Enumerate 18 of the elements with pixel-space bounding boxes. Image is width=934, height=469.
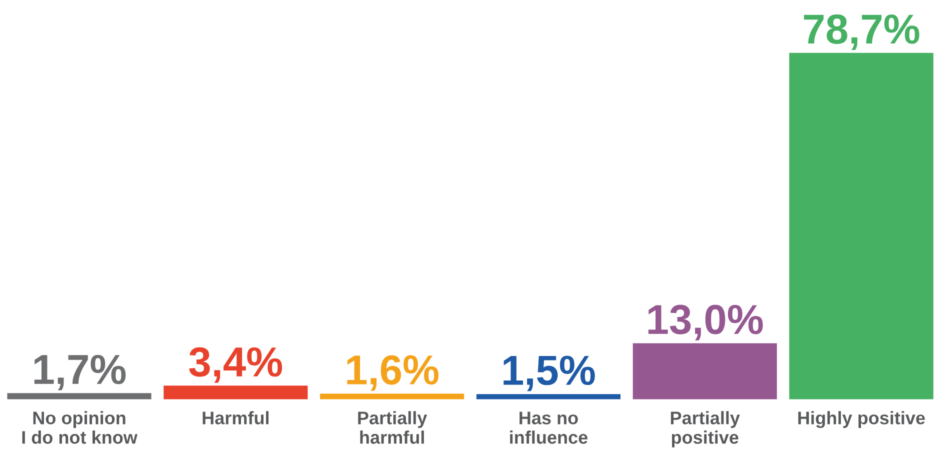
bar xyxy=(162,384,310,400)
data-label: 13,0% xyxy=(648,304,763,340)
bar xyxy=(318,392,466,400)
data-label: 1,6% xyxy=(347,355,438,391)
x-tick-label: Partially harmful xyxy=(358,411,428,444)
bar xyxy=(6,392,153,400)
data-label: 78,7% xyxy=(804,14,920,50)
x-tick-label: No opinion I do not know xyxy=(22,411,138,444)
x-tick-label: Harmful xyxy=(202,411,268,424)
data-label: 1,5% xyxy=(504,356,595,392)
bar xyxy=(475,392,622,400)
bar xyxy=(788,51,934,400)
x-tick-label: Has no influence xyxy=(510,412,588,444)
data-label: 3,4% xyxy=(189,347,282,383)
x-tick-label: Highly positive xyxy=(798,411,925,428)
data-label: 1,7% xyxy=(34,354,126,390)
bar xyxy=(631,342,778,400)
x-tick-label: Partially positive xyxy=(670,411,740,448)
